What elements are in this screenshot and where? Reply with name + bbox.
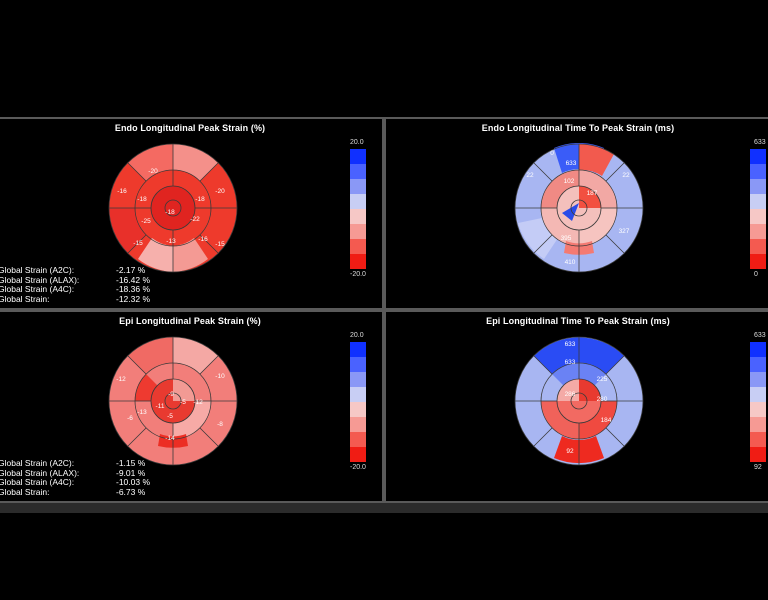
stat-value: -10.03 % <box>116 477 151 487</box>
segment-label: 92 <box>566 448 574 455</box>
segment-label: -12 <box>193 399 203 406</box>
stat-label: Global Strain (A4C): <box>0 477 75 487</box>
segment-label: -8 <box>217 421 223 428</box>
segment-label: 22 <box>526 172 534 179</box>
bullseye-plot: 633 633 225 286 280 184 92 <box>514 336 644 466</box>
segment-label: 22 <box>622 172 630 179</box>
segment-label: -18 <box>195 196 205 203</box>
color-scale-bar <box>750 149 766 269</box>
stat-value: -1.15 % <box>116 458 146 468</box>
segment-label: -16 <box>198 236 208 243</box>
bullseye-plot: -12 -10 -9 -5 -11 -13 -5 -14 -6 -12 -8 <box>108 336 238 466</box>
global-strain-stats: Global Strain (A2C): -1.15 % Global Strai… <box>0 458 151 497</box>
stat-label: Global Strain (A4C): <box>0 284 75 294</box>
stat-value: -12.32 % <box>116 293 151 304</box>
segment-label: -12 <box>116 376 126 383</box>
epi-time-to-peak-panel: Epi Longitudinal Time To Peak Strain (ms… <box>384 310 768 503</box>
color-scale-bar <box>750 342 766 462</box>
segment-label: 184 <box>601 417 612 424</box>
segment-label: -20 <box>215 188 225 195</box>
stat-label: Global Strain (ALAX): <box>0 467 80 478</box>
stat-label: Global Strain (A2C): <box>0 265 75 275</box>
global-strain-stats: Global Strain (A2C): -2.17 % Global Strai… <box>0 265 151 304</box>
segment-label: 327 <box>619 228 630 235</box>
segment-label: -5 <box>180 399 186 406</box>
segment-label: -6 <box>127 415 133 422</box>
segment-label: 280 <box>597 396 608 403</box>
segment-label: -13 <box>137 409 147 416</box>
segment-label: 102 <box>564 178 575 185</box>
epi-peak-strain-panel: Epi Longitudinal Peak Strain (%) -12 -10… <box>0 310 384 503</box>
segment-label: -22 <box>190 216 200 223</box>
stat-label: Global Strain (A2C): <box>0 458 75 468</box>
scale-min-label: 92 <box>754 464 762 471</box>
bullseye-plot: -16 -18 -20 -18 -20 -25 -18 -22 -13 -15 … <box>108 143 238 273</box>
stat-label: Global Strain: <box>0 486 50 497</box>
segment-label: 410 <box>565 259 576 266</box>
segment-label: 225 <box>597 376 608 383</box>
segment-label: -11 <box>156 403 165 410</box>
segment-label: -15 <box>215 241 225 248</box>
panel-title: Endo Longitudinal Time To Peak Strain (m… <box>481 123 675 133</box>
segment-label: -18 <box>137 196 147 203</box>
segment-label: -9 <box>168 391 174 398</box>
segment-label: 286 <box>565 391 576 398</box>
scale-max-label: 20.0 <box>350 332 364 339</box>
stat-value: -2.17 % <box>116 265 146 275</box>
segment-label: -20 <box>148 168 158 175</box>
panel-title: Epi Longitudinal Peak Strain (%) <box>119 316 261 326</box>
bottom-scrollbar[interactable] <box>0 503 768 513</box>
segment-label: -14 <box>165 435 175 442</box>
segment-label: -25 <box>141 218 151 225</box>
segment-label: -13 <box>166 238 176 245</box>
segment-label: -15 <box>133 240 143 247</box>
scale-min-label: 0 <box>754 271 758 278</box>
scale-min-label: -20.0 <box>350 271 366 278</box>
segment-label: 633 <box>566 160 577 167</box>
segment-label: -18 <box>165 209 175 216</box>
color-scale-bar <box>350 342 366 462</box>
scale-max-label: 633 <box>754 139 766 146</box>
segment-label: -10 <box>215 373 225 380</box>
segment-label: 0 <box>550 150 554 157</box>
scale-min-label: -20.0 <box>350 464 366 471</box>
panel-title: Epi Longitudinal Time To Peak Strain (ms… <box>486 316 670 326</box>
segment-label: -16 <box>117 188 127 195</box>
segment-label: -5 <box>167 413 173 420</box>
bullseye-plot: 633 102 0 22 22 187 327 410 395 <box>514 143 644 273</box>
endo-time-to-peak-panel: Endo Longitudinal Time To Peak Strain (m… <box>384 117 768 310</box>
stat-label: Global Strain: <box>0 293 50 304</box>
stat-label: Global Strain (ALAX): <box>0 274 80 285</box>
segment-label: 187 <box>587 190 598 197</box>
endo-peak-strain-panel: Endo Longitudinal Peak Strain (%) -16 -1… <box>0 117 384 310</box>
segment-label: 633 <box>565 359 576 366</box>
segment-label: 633 <box>565 341 576 348</box>
color-scale-bar <box>350 149 366 269</box>
stat-value: -9.01 % <box>116 467 146 478</box>
stat-value: -6.73 % <box>116 486 146 497</box>
scale-max-label: 633 <box>754 332 766 339</box>
scale-max-label: 20.0 <box>350 139 364 146</box>
segment-label: 395 <box>561 235 572 242</box>
stat-value: -16.42 % <box>116 274 151 285</box>
stat-value: -18.36 % <box>116 284 151 294</box>
panel-title: Endo Longitudinal Peak Strain (%) <box>114 123 266 133</box>
